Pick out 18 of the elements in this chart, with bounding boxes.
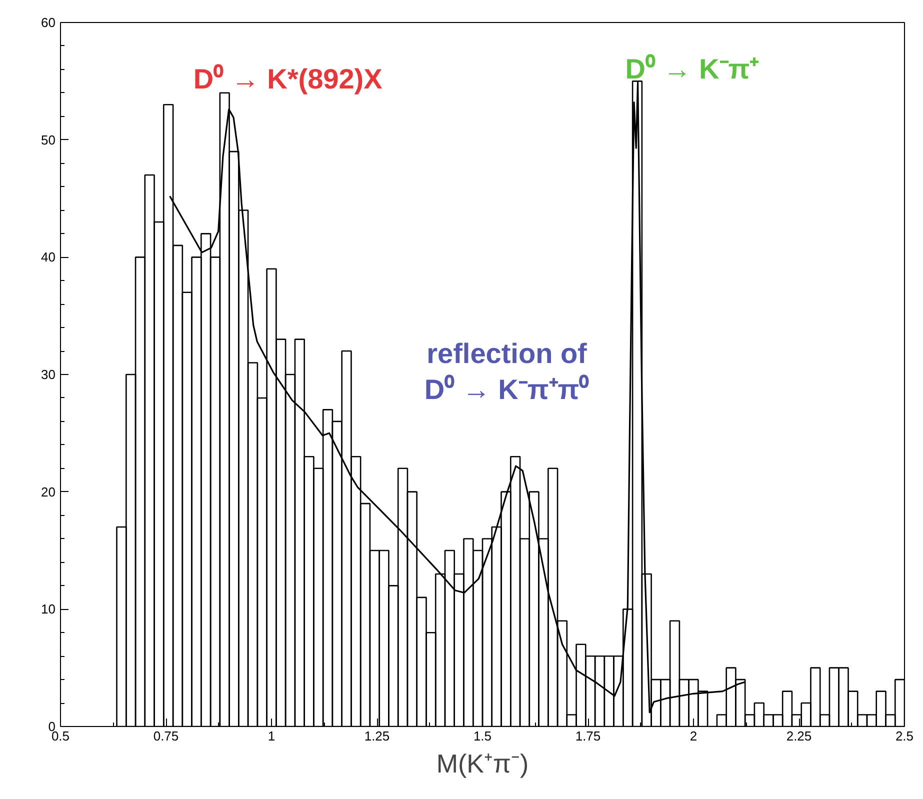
y-tick-label: 60 — [41, 15, 56, 30]
annotation: D⁰ → K⁻π⁺ — [625, 53, 759, 84]
x-tick-label: 1 — [268, 728, 276, 744]
x-tick-label: 1.75 — [575, 728, 601, 744]
x-tick-label: 1.5 — [473, 728, 492, 744]
x-tick-label: 2.5 — [895, 728, 914, 744]
x-tick-label: 2 — [690, 728, 698, 744]
x-tick-label: 0.75 — [153, 728, 179, 744]
annotation: reflection of D⁰ → K⁻π⁺π⁰ — [424, 338, 590, 406]
y-tick-label: 10 — [41, 602, 56, 617]
y-tick-label: 40 — [41, 250, 56, 265]
x-axis-title: M(K⁺π⁻) — [436, 748, 529, 778]
annotation: D⁰ → K*(892)X — [193, 64, 383, 95]
x-tick-label: 1.25 — [364, 728, 390, 744]
x-tick-label: 2.25 — [786, 728, 812, 744]
y-tick-label: 30 — [41, 367, 56, 382]
y-tick-label: 20 — [41, 484, 56, 500]
y-tick-label: 50 — [41, 132, 56, 148]
